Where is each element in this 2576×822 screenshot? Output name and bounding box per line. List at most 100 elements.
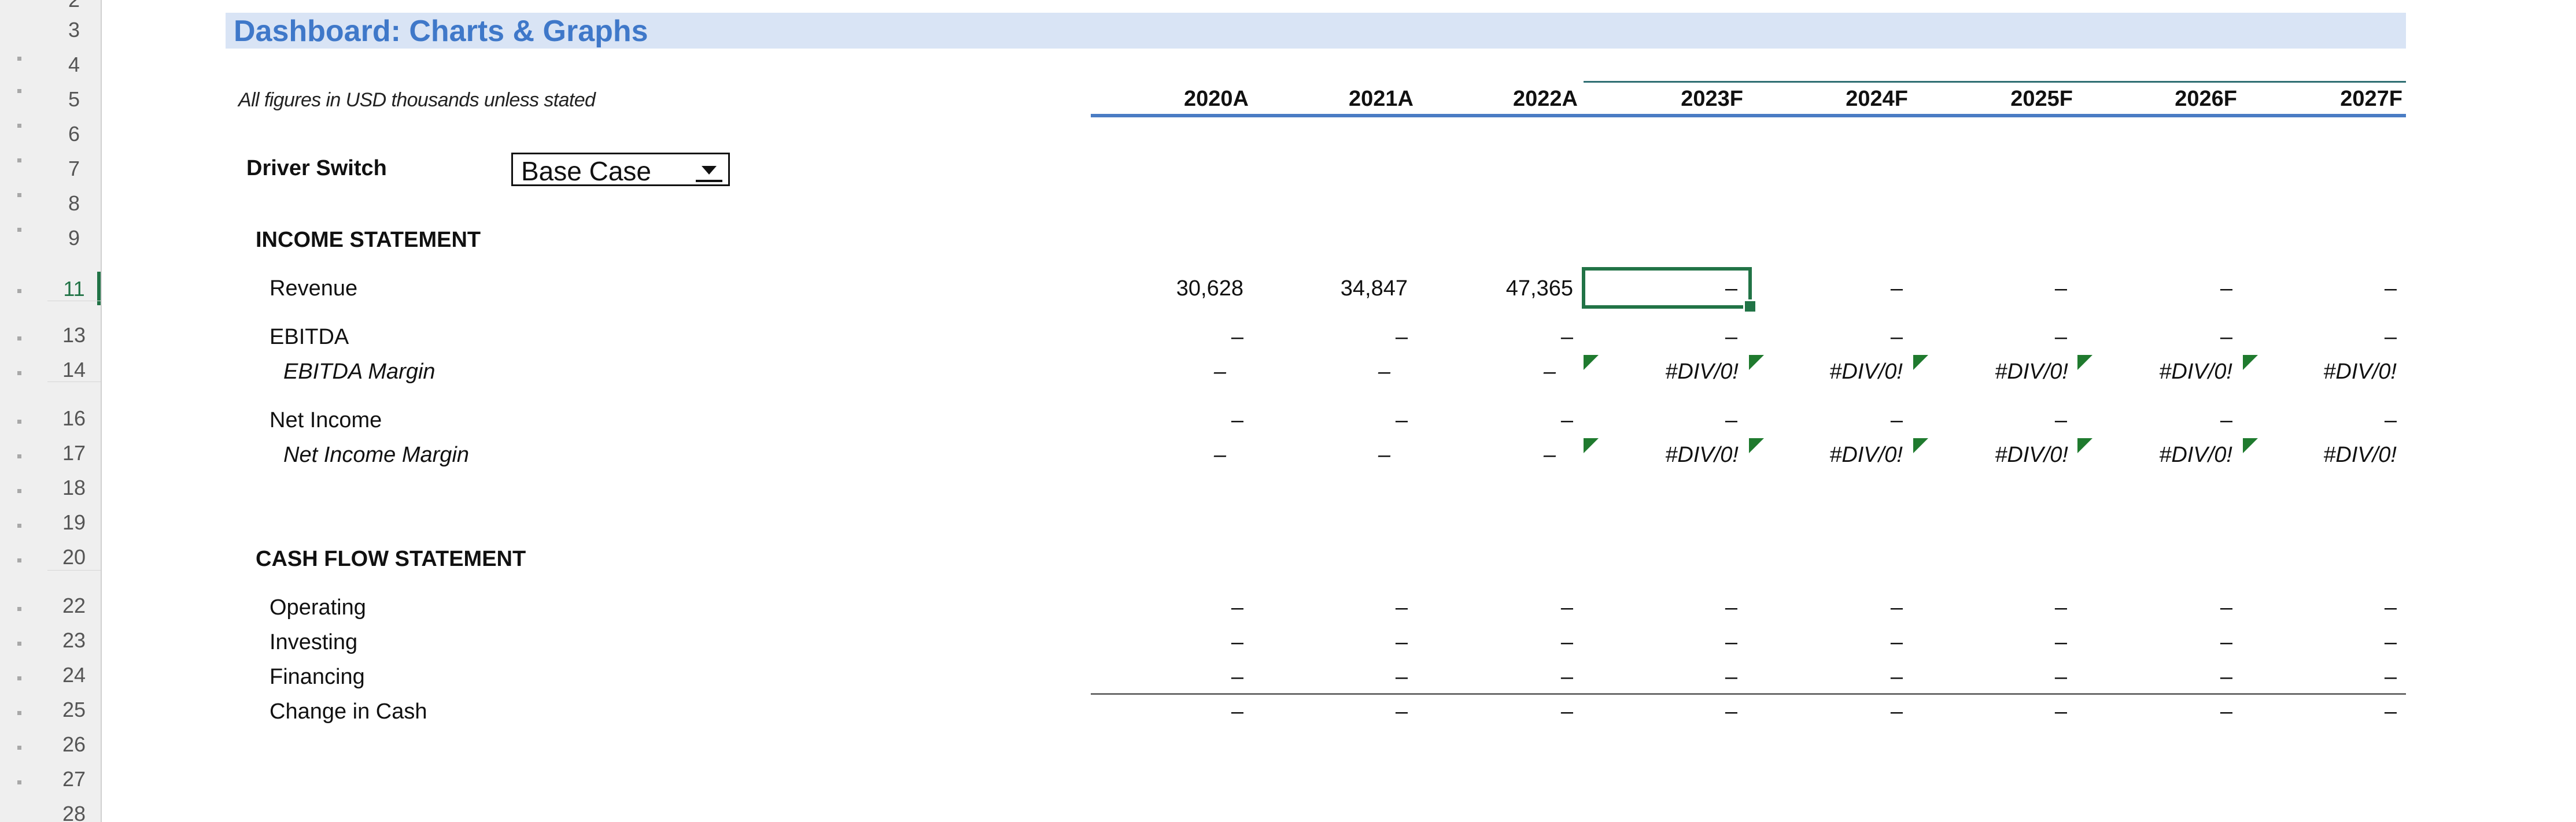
ebitda-cell[interactable]: –	[1560, 325, 1573, 349]
ebitda-margin-cell[interactable]: –	[1213, 360, 1226, 384]
row-number[interactable]: 22	[62, 594, 86, 617]
operating-cell[interactable]: –	[1725, 595, 1737, 620]
outline-dot[interactable]	[17, 558, 21, 562]
row-number[interactable]: 16	[62, 406, 86, 430]
outline-dot[interactable]	[17, 676, 21, 680]
outline-dot[interactable]	[17, 158, 21, 162]
outline-dot[interactable]	[17, 746, 21, 750]
net-income-cell[interactable]: –	[1725, 408, 1737, 432]
outline-dot[interactable]	[17, 607, 21, 611]
net-income-margin-cell[interactable]: #DIV/0!	[2159, 443, 2232, 467]
revenue-cell[interactable]: –	[2220, 276, 2232, 301]
outline-dot[interactable]	[17, 489, 21, 493]
change-in-cash-cell[interactable]: –	[1890, 699, 1903, 724]
outline-dot[interactable]	[17, 524, 21, 528]
investing-cell[interactable]: –	[2054, 630, 2067, 654]
year-header-2025f[interactable]: 2025F	[2010, 87, 2073, 111]
net-income-cell[interactable]: –	[1890, 408, 1903, 432]
outline-dot[interactable]	[17, 454, 21, 458]
outline-dot[interactable]	[17, 57, 21, 61]
ebitda-margin-cell[interactable]: #DIV/0!	[2159, 360, 2232, 384]
revenue-cell[interactable]: –	[2384, 276, 2397, 301]
change-in-cash-cell[interactable]: –	[2220, 699, 2232, 724]
operating-cell[interactable]: –	[2054, 595, 2067, 620]
financing-cell[interactable]: –	[1395, 665, 1408, 689]
net-income-margin-cell[interactable]: –	[1543, 443, 1556, 467]
ebitda-cell[interactable]: –	[2220, 325, 2232, 349]
ebitda-margin-cell[interactable]: #DIV/0!	[1829, 360, 1903, 384]
change-in-cash-cell[interactable]: –	[1395, 699, 1408, 724]
year-header-2020a[interactable]: 2020A	[1184, 87, 1249, 111]
investing-cell[interactable]: –	[1890, 630, 1903, 654]
error-indicator-icon[interactable]	[2077, 438, 2092, 453]
error-indicator-icon[interactable]	[1913, 355, 1928, 370]
investing-cell[interactable]: –	[2220, 630, 2232, 654]
change-in-cash-cell[interactable]: –	[2054, 699, 2067, 724]
net-income-cell[interactable]: –	[1231, 408, 1243, 432]
outline-dot[interactable]	[17, 124, 21, 128]
financing-cell[interactable]: –	[2054, 665, 2067, 689]
financing-cell[interactable]: –	[2384, 665, 2397, 689]
ebitda-cell[interactable]: –	[1725, 325, 1737, 349]
revenue-cell[interactable]: 30,628	[1176, 276, 1243, 301]
net-income-cell[interactable]: –	[1560, 408, 1573, 432]
row-number[interactable]: 8	[68, 191, 80, 215]
net-income-margin-cell[interactable]: #DIV/0!	[1829, 443, 1903, 467]
investing-cell[interactable]: –	[1725, 630, 1737, 654]
outline-dot[interactable]	[17, 289, 21, 293]
ebitda-cell[interactable]: –	[2384, 325, 2397, 349]
outline-dot[interactable]	[17, 336, 21, 340]
outline-dot[interactable]	[17, 371, 21, 375]
driver-switch-value[interactable]: Base Case	[521, 156, 652, 186]
change-in-cash-cell[interactable]: –	[1560, 699, 1573, 724]
dropdown-arrow-icon[interactable]	[696, 159, 722, 182]
investing-cell[interactable]: –	[1231, 630, 1243, 654]
row-number[interactable]: 17	[62, 441, 86, 465]
net-income-cell[interactable]: –	[2054, 408, 2067, 432]
outline-dot[interactable]	[17, 711, 21, 715]
row-number[interactable]: 26	[62, 732, 86, 756]
row-number[interactable]: 9	[68, 226, 80, 250]
operating-cell[interactable]: –	[1890, 595, 1903, 620]
selected-cell-outline[interactable]	[1582, 267, 1752, 309]
net-income-cell[interactable]: –	[2384, 408, 2397, 432]
row-number[interactable]: 25	[62, 698, 86, 721]
row-number-active[interactable]: 11	[63, 277, 85, 301]
error-indicator-icon[interactable]	[1913, 438, 1928, 453]
error-indicator-icon[interactable]	[1584, 438, 1599, 453]
operating-cell[interactable]: –	[1560, 595, 1573, 620]
row-number[interactable]: 4	[68, 53, 80, 76]
error-indicator-icon[interactable]	[2077, 355, 2092, 370]
ebitda-margin-cell[interactable]: #DIV/0!	[1995, 360, 2068, 384]
net-income-cell[interactable]: –	[1395, 408, 1408, 432]
year-header-2023f[interactable]: 2023F	[1681, 87, 1743, 111]
outline-dot[interactable]	[17, 642, 21, 646]
net-income-margin-cell[interactable]: #DIV/0!	[1665, 443, 1739, 467]
investing-cell[interactable]: –	[2384, 630, 2397, 654]
year-header-2021a[interactable]: 2021A	[1349, 87, 1414, 111]
investing-cell[interactable]: –	[1560, 630, 1573, 654]
change-in-cash-cell[interactable]: –	[1231, 699, 1243, 724]
row-number[interactable]: 3	[68, 18, 80, 42]
ebitda-cell[interactable]: –	[2054, 325, 2067, 349]
row-number[interactable]: 2	[47, 0, 101, 10]
change-in-cash-cell[interactable]: –	[2384, 699, 2397, 724]
financing-cell[interactable]: –	[1890, 665, 1903, 689]
outline-dot[interactable]	[17, 420, 21, 424]
net-income-margin-cell[interactable]: –	[1378, 443, 1390, 467]
financing-cell[interactable]: –	[1725, 665, 1737, 689]
year-header-2022a[interactable]: 2022A	[1513, 87, 1578, 111]
revenue-cell[interactable]: 34,847	[1340, 276, 1408, 301]
year-header-2026f[interactable]: 2026F	[2175, 87, 2237, 111]
row-number[interactable]: 6	[68, 122, 80, 146]
ebitda-cell[interactable]: –	[1890, 325, 1903, 349]
row-number[interactable]: 14	[62, 358, 86, 382]
net-income-margin-cell[interactable]: #DIV/0!	[2323, 443, 2397, 467]
outline-dot[interactable]	[17, 780, 21, 784]
row-number[interactable]: 13	[62, 323, 86, 347]
financing-cell[interactable]: –	[1560, 665, 1573, 689]
net-income-margin-cell[interactable]: –	[1213, 443, 1226, 467]
row-number[interactable]: 7	[68, 157, 80, 180]
revenue-cell[interactable]: –	[1725, 276, 1737, 301]
driver-switch-dropdown[interactable]: Base Case	[511, 153, 730, 186]
